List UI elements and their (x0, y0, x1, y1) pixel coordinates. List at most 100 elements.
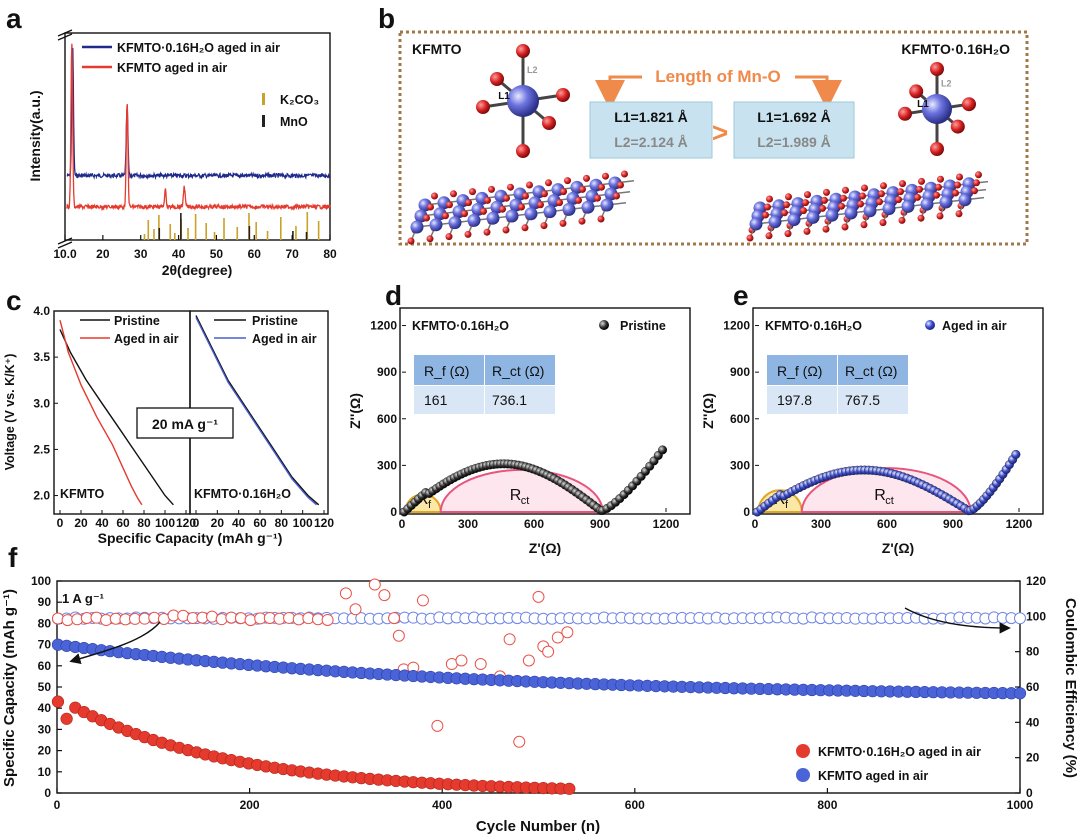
lattice-metal (806, 210, 820, 224)
eis-x-tick-label: 1200 (653, 517, 680, 531)
oxygen-atom (556, 88, 570, 102)
compare-sign: > (712, 117, 728, 148)
k2co3-ref-bar (147, 220, 150, 240)
cd-xlabel: Specific Capacity (mAh g⁻¹) (98, 530, 283, 546)
rct-label-subscript: ct (521, 495, 530, 507)
lattice-oxygen (578, 217, 586, 225)
lattice-oxygen (860, 221, 868, 229)
eis-y-tick-label: 600 (377, 412, 397, 426)
lattice-oxygen (764, 203, 771, 211)
eis-e-table-header-cell (838, 355, 908, 385)
axis-break-mark (57, 237, 73, 245)
lattice-oxygen (499, 205, 506, 213)
eis-d-table-rct: 736.1 (492, 392, 527, 408)
xrd-x-tick-label: 20 (96, 247, 110, 261)
lattice-oxygen (785, 193, 792, 201)
lattice-oxygen (488, 185, 495, 193)
bond-box-kfmto (589, 101, 713, 159)
lattice-oxygen (823, 188, 830, 196)
xrd-line-kfmto (66, 43, 331, 212)
lattice-oxygen (895, 196, 902, 204)
lattice-oxygen (762, 211, 769, 219)
lattice-metal (600, 198, 614, 212)
lattice-oxygen (431, 192, 438, 200)
xrd-x-tick-label: 70 (285, 247, 299, 261)
lattice-metal (524, 207, 538, 221)
lattice-metal (467, 213, 481, 227)
lattice-oxygen (841, 223, 849, 231)
octahedron-kfmto: L1 L2 (476, 44, 570, 158)
cd-legend-left-aged: Aged in air (114, 332, 179, 346)
xrd-patterns (66, 43, 331, 212)
lattice-oxygen (783, 201, 790, 209)
lattice-oxygen (897, 188, 904, 196)
lattice-oxygen (450, 190, 457, 198)
oxygen-atom (950, 119, 965, 134)
k2co3-ref-bar (205, 223, 208, 240)
eis-x-tick-label: 900 (590, 517, 610, 531)
xrd-x-tick-label: 80 (323, 247, 337, 261)
lattice-metal (749, 217, 763, 231)
cd-subplot-name-left: KFMTO (60, 487, 104, 501)
xrd-x-ticks: 10.0 20 30 40 50 60 70 80 (53, 235, 337, 261)
eis-e-table: R_f (Ω) R_ct (Ω) 197.8 767.5 (767, 355, 908, 414)
lattice-oxygen (621, 170, 628, 178)
xrd-reference-bars (143, 212, 320, 240)
axis-break-mark (57, 241, 73, 249)
oxygen-atom (898, 106, 912, 121)
lattice-oxygen (861, 184, 868, 192)
schematic-arrow-right (795, 75, 842, 110)
rct-label: R (510, 487, 522, 504)
eis-e-table-cell (767, 386, 837, 414)
oxygen-atom (542, 116, 556, 130)
lattice-oxygen (597, 215, 605, 223)
ce-point-hydrate (431, 719, 444, 732)
cycle-y-tick-label: 80 (38, 616, 52, 630)
lattice-oxygen (521, 224, 529, 232)
lattice-oxygen (781, 209, 788, 217)
ce-point-hydrate (474, 658, 487, 671)
cycle-legend-marker-kfmto (796, 768, 810, 782)
panel-label-d: d (385, 280, 402, 311)
lattice-metal (939, 195, 953, 209)
cd-curve (195, 317, 317, 506)
cd-ylabel: Voltage (V vs. K/K⁺) (3, 354, 17, 471)
mno-ref-bar (292, 231, 294, 240)
eis-point (1011, 449, 1021, 459)
eis-e-legend: Aged in air (942, 319, 1007, 333)
eis-e-legend-marker (925, 320, 935, 330)
lattice-metal (486, 211, 500, 225)
ce-point-kfmto (1014, 612, 1026, 625)
lattice-oxygen (583, 174, 590, 182)
lattice-oxygen (821, 196, 828, 204)
eis-y-tick-label: 900 (377, 365, 397, 379)
eis-y-tick-label: 300 (730, 458, 750, 472)
eis-e-table-header-rf: R_f (Ω) (777, 363, 822, 379)
ce-point-hydrate (321, 613, 334, 626)
panel-a-xrd: a 10.0 20 30 40 50 60 70 80 2θ(degree) Intensit… (6, 3, 337, 278)
lattice-oxygen (971, 187, 978, 195)
eis-e-table-rf: 197.8 (777, 392, 812, 408)
octahedron-hydrate: L1 L2 (898, 62, 976, 156)
xrd-xlabel: 2θ(degree) (162, 262, 233, 278)
xrd-x-tick-label: 50 (210, 247, 224, 261)
ce-point-hydrate (244, 614, 257, 627)
k2co3-ref-bar (236, 227, 239, 240)
lattice-oxygen (859, 192, 866, 200)
arrow-to-left-axis (69, 621, 161, 665)
lattice-oxygen (613, 192, 620, 200)
cycle-y-tick-label: 70 (38, 638, 52, 652)
k2co3-ref-bar (255, 222, 257, 240)
eis-e-table-header-cell (767, 355, 837, 385)
lattice-oxygen (800, 207, 807, 215)
lattice-oxygen (838, 202, 845, 210)
axis-break-mark (57, 33, 73, 41)
k2co3-ref-bar (279, 217, 282, 240)
lattice-oxygen (917, 214, 925, 222)
axis-break-mark (57, 29, 73, 37)
lattice-oxygen (564, 177, 571, 185)
lattice-oxygen (469, 188, 476, 196)
ce-point-hydrate (368, 578, 381, 591)
lattice-oxygen (502, 226, 510, 234)
eis-e-ylabel: Z''(Ω) (700, 393, 716, 429)
